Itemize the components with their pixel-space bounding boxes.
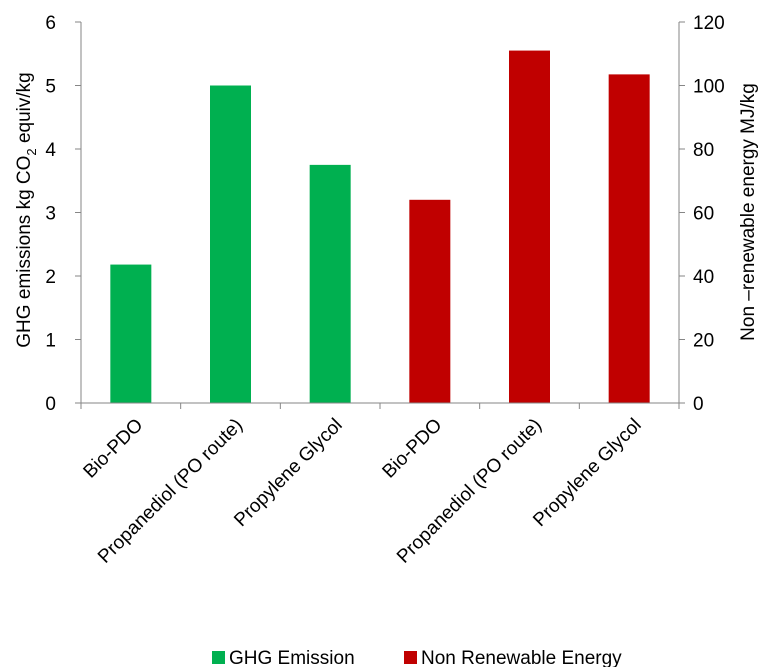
left-tick-label: 1 bbox=[45, 331, 56, 352]
left-tick-label: 3 bbox=[45, 204, 56, 225]
right-y-axis-title: Non –renewable energy MJ/kg bbox=[738, 83, 759, 341]
bar bbox=[608, 74, 650, 403]
right-tick-label: 80 bbox=[693, 140, 714, 161]
category-label: Propylene Glycol bbox=[529, 415, 645, 531]
left-tick-label: 2 bbox=[45, 267, 56, 288]
bar bbox=[110, 264, 152, 403]
bar bbox=[409, 199, 451, 403]
legend-label-energy: Non Renewable Energy bbox=[421, 648, 622, 667]
left-tick-label: 6 bbox=[45, 13, 56, 34]
left-y-axis-ticks: 0 1 2 3 4 5 6 bbox=[45, 13, 81, 415]
right-tick-label: 120 bbox=[693, 13, 725, 34]
bars bbox=[110, 50, 650, 403]
bar bbox=[509, 50, 550, 403]
right-tick-label: 0 bbox=[693, 394, 704, 415]
category-label: Propylene Glycol bbox=[230, 415, 346, 531]
legend-swatch-energy bbox=[404, 651, 417, 664]
left-tick-label: 0 bbox=[45, 394, 56, 415]
left-tick-label: 5 bbox=[45, 77, 56, 98]
left-y-axis-title: GHG emissions kg CO2 equiv/kg bbox=[14, 72, 39, 347]
left-tick-label: 4 bbox=[45, 140, 56, 161]
right-tick-label: 60 bbox=[693, 204, 714, 225]
bar bbox=[309, 164, 351, 403]
right-tick-label: 40 bbox=[693, 267, 714, 288]
right-tick-label: 100 bbox=[693, 77, 725, 98]
legend: GHG Emission Non Renewable Energy bbox=[212, 648, 622, 667]
legend-label-ghg: GHG Emission bbox=[229, 648, 355, 667]
axes bbox=[75, 22, 685, 409]
right-tick-label: 20 bbox=[693, 331, 714, 352]
bar bbox=[210, 85, 251, 403]
category-label: Bio-PDO bbox=[379, 415, 447, 483]
legend-swatch-ghg bbox=[212, 651, 225, 664]
category-label: Bio-PDO bbox=[80, 415, 148, 483]
right-y-axis-ticks: 0 20 40 60 80 100 120 bbox=[679, 13, 725, 415]
